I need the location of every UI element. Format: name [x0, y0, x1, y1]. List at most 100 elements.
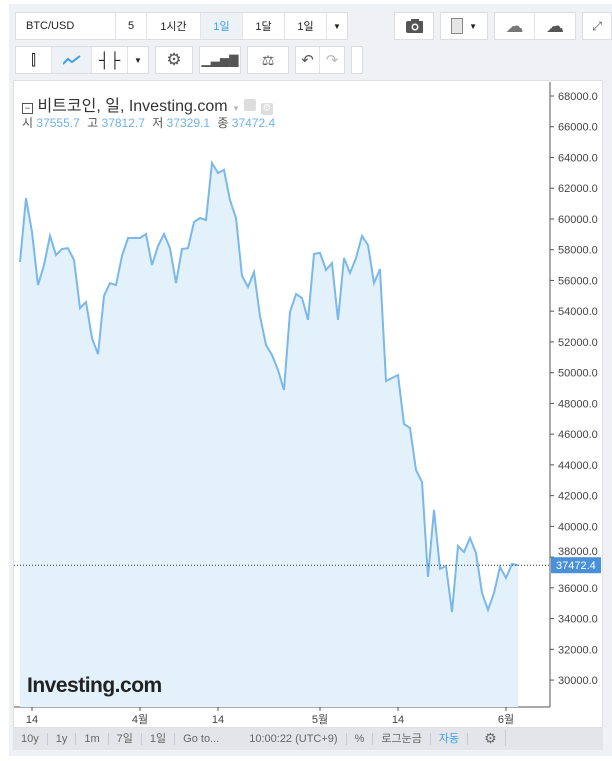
legend-title: 비트코인, 일, Investing.com — [37, 98, 228, 115]
y-tick-label: 52000.0 — [558, 337, 598, 349]
y-tick-label: 54000.0 — [558, 306, 598, 318]
chevron-down-icon: ▼ — [333, 21, 341, 31]
interval-1d[interactable]: 1일 — [201, 13, 243, 39]
chevron-down-icon: ▼ — [134, 55, 142, 65]
x-tick-label: 5월 — [312, 713, 328, 726]
area-button[interactable] — [52, 47, 92, 73]
price-line — [19, 159, 519, 614]
y-tick-label: 44000.0 — [558, 460, 598, 472]
y-tick-label: 42000.0 — [558, 491, 598, 503]
y-tick-label: 62000.0 — [558, 183, 598, 195]
color-picker-button[interactable]: ▼ — [441, 13, 487, 39]
cloud-download-button[interactable]: ☁ — [495, 13, 535, 39]
open-label: 시 — [22, 116, 34, 130]
bars-button[interactable]: ┤├ — [92, 47, 128, 73]
log-scale-toggle[interactable]: 로그눈금 — [373, 733, 431, 745]
y-tick-label: 32000.0 — [558, 644, 598, 656]
y-tick-label: 58000.0 — [558, 245, 598, 257]
y-tick-label: 36000.0 — [558, 583, 598, 595]
y-tick-label: 56000.0 — [558, 275, 598, 287]
visibility-icon[interactable] — [244, 99, 257, 111]
snapshot-group — [394, 12, 434, 40]
undo-icon: ↶ — [301, 52, 314, 69]
cloud-upload-button[interactable]: ☁ — [535, 13, 575, 39]
range-10y[interactable]: 10y — [13, 733, 48, 745]
bars-icon: ┤├ — [98, 51, 121, 69]
scale-icon: ⚖ — [261, 51, 275, 68]
fullscreen-group: ⤢ — [582, 12, 612, 40]
color-swatch-icon — [451, 18, 464, 34]
range-1d[interactable]: 1일 — [142, 733, 176, 745]
high-label: 고 — [87, 116, 99, 130]
last-price-tag — [551, 557, 601, 574]
area-fill — [20, 163, 518, 707]
y-tick-label: 60000.0 — [558, 214, 598, 226]
interval-1d-alt[interactable]: 1일 — [285, 13, 327, 39]
open-value: 37555.7 — [36, 116, 80, 130]
percent-toggle[interactable]: % — [347, 733, 374, 745]
y-tick-label: 66000.0 — [558, 122, 598, 134]
y-tick-label: 40000.0 — [558, 521, 598, 533]
cloud-upload-icon: ☁ — [546, 15, 564, 36]
y-tick-label: 34000.0 — [558, 614, 598, 626]
low-value: 37329.1 — [166, 116, 211, 130]
y-tick-label: 64000.0 — [558, 152, 598, 164]
x-tick-label: 14 — [392, 714, 404, 726]
indicators-icon: ▁▃▅▇ — [201, 53, 239, 67]
goto-button[interactable]: Go to... — [183, 733, 220, 745]
y-tick-label: 48000.0 — [558, 398, 598, 410]
area-chart-icon — [62, 55, 81, 65]
chart-type-group: ⫿ ┤├ ▼ — [15, 46, 149, 74]
chevron-down-icon: ▼ — [469, 21, 477, 31]
close-value: 37472.4 — [231, 116, 276, 130]
range-1y[interactable]: 1y — [48, 733, 77, 745]
chevron-down-icon[interactable]: ▼ — [232, 104, 240, 113]
x-tick-label: 14 — [26, 714, 38, 726]
camera-button[interactable] — [395, 13, 433, 39]
cloud-download-icon: ☁ — [505, 15, 524, 36]
interval-dropdown[interactable]: ▼ — [327, 13, 347, 39]
y-tick-label: 38000.0 — [558, 546, 598, 558]
gear-icon: ⚙ — [476, 730, 506, 746]
x-tick-label: 4월 — [132, 713, 148, 726]
gear-icon[interactable]: ⚙ — [260, 103, 273, 115]
indicators-button[interactable]: ▁▃▅▇ — [200, 47, 240, 73]
close-label: 종 — [217, 116, 229, 130]
interval-toolbar: BTC/USD 5 1시간 1일 1달 1일 ▼ — [15, 12, 348, 40]
collapse-icon[interactable]: − — [22, 103, 33, 114]
bottom-settings-button[interactable]: ⚙ — [468, 730, 514, 746]
settings-button[interactable]: ⚙ — [156, 47, 192, 73]
interval-1mo[interactable]: 1달 — [243, 13, 285, 39]
undo-button[interactable]: ↶ — [296, 47, 320, 73]
y-tick-label: 68000.0 — [558, 91, 598, 103]
auto-scale-toggle[interactable]: 자동 — [431, 733, 469, 745]
y-tick-label: 30000.0 — [558, 675, 598, 687]
range-1m[interactable]: 1m — [76, 733, 109, 745]
range-7d[interactable]: 7일 — [109, 733, 142, 745]
candles-button[interactable]: ⫿ — [16, 47, 52, 73]
redo-button[interactable]: ↷ — [320, 47, 344, 73]
fullscreen-button[interactable]: ⤢ — [583, 13, 611, 39]
y-tick-label: 50000.0 — [558, 368, 598, 380]
y-tick-label: 46000.0 — [558, 429, 598, 441]
symbol-button[interactable]: BTC/USD — [16, 13, 116, 39]
fullscreen-icon: ⤢ — [592, 18, 602, 33]
watermark-logo: Investing.com — [27, 674, 162, 697]
x-tick-label: 6월 — [498, 713, 514, 726]
clock[interactable]: 10:00:22 (UTC+9) — [241, 733, 347, 745]
redo-icon: ↷ — [325, 52, 339, 69]
ohlc-readout: 시 37555.7 고 37812.7 저 37329.1 종 37472.4 — [22, 114, 279, 131]
interval-1h[interactable]: 1시간 — [147, 13, 201, 39]
camera-icon — [406, 19, 423, 33]
color-group: ▼ — [440, 12, 488, 40]
gear-icon: ⚙ — [166, 50, 182, 69]
high-value: 37812.7 — [101, 116, 145, 130]
extra-button[interactable] — [351, 46, 363, 74]
chart-type-dropdown[interactable]: ▼ — [128, 47, 148, 73]
candlestick-icon: ⫿ — [31, 51, 36, 69]
interval-5[interactable]: 5 — [116, 13, 147, 39]
low-label: 저 — [152, 116, 164, 130]
compare-button[interactable]: ⚖ — [248, 47, 288, 73]
x-tick-label: 14 — [212, 714, 224, 726]
